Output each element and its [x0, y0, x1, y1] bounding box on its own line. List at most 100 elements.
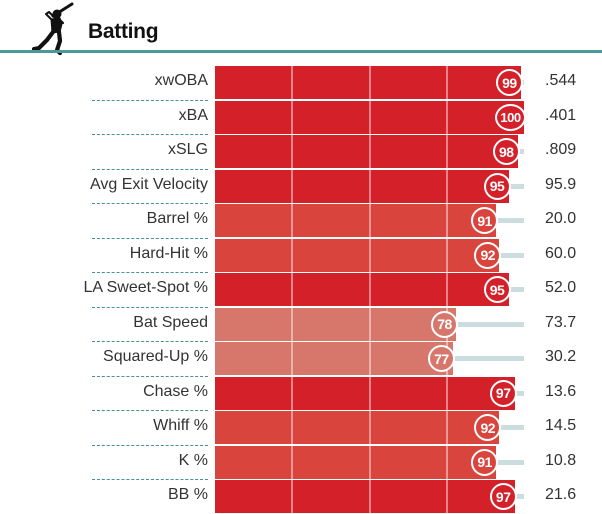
grid-line: [445, 66, 448, 99]
stat-value: .544: [545, 72, 577, 89]
grid-line: [445, 273, 448, 306]
grid-line: [291, 445, 294, 479]
stat-value: 52.0: [545, 279, 577, 296]
grid-line: [445, 480, 448, 513]
metric-label: Barrel %: [146, 210, 208, 227]
percentile-badge: 78: [431, 310, 459, 338]
metric-row: Hard-Hit % 92 60.0: [0, 238, 602, 273]
grid-line: [291, 273, 294, 306]
percentile-bar: [215, 169, 509, 203]
percentile-track: 91: [215, 445, 524, 479]
percentile-track: 100: [215, 100, 526, 134]
metric-row: xwOBA 99 .544: [0, 66, 602, 101]
metric-row: xSLG 98 .809: [0, 135, 602, 170]
grid-line: [368, 411, 371, 444]
grid-line: [445, 376, 448, 410]
grid-line: [291, 135, 294, 168]
metric-label: xBA: [178, 106, 208, 124]
row-divider: [92, 203, 208, 204]
metric-row: Barrel % 91 20.0: [0, 204, 602, 239]
row-divider: [92, 168, 208, 170]
row-divider: [92, 341, 208, 342]
stat-value: 14.5: [545, 417, 577, 434]
stat-value: 73.7: [545, 313, 577, 331]
grid-line: [445, 411, 448, 444]
metric-label: Bat Speed: [133, 313, 208, 331]
stat-value: 60.0: [545, 244, 577, 262]
grid-line: [368, 480, 371, 513]
grid-line: [368, 238, 371, 272]
grid-line: [368, 135, 371, 168]
row-divider: [92, 134, 208, 135]
percentile-badge: 91: [471, 448, 499, 476]
grid-line: [368, 307, 371, 341]
grid-line: [291, 238, 294, 272]
percentile-badge: 95: [483, 172, 511, 200]
row-divider: [92, 479, 208, 480]
percentile-bar: [215, 204, 497, 237]
percentile-bar: [215, 273, 509, 306]
percentile-bar: [215, 238, 500, 272]
metric-row: Squared-Up % 77 30.2: [0, 342, 602, 377]
metric-label: Hard-Hit %: [129, 244, 208, 262]
metric-row: Bat Speed 78 73.7: [0, 307, 602, 342]
row-divider: [92, 272, 208, 273]
row-divider: [92, 99, 208, 101]
percentile-track: 98: [215, 135, 524, 168]
grid-line: [291, 100, 294, 134]
grid-line: [291, 376, 294, 410]
metric-row: LA Sweet-Spot % 95 52.0: [0, 273, 602, 308]
section-title: Batting: [88, 20, 159, 43]
percentile-bar: [215, 100, 524, 134]
percentile-bar: [215, 307, 457, 341]
percentile-badge: 92: [474, 241, 502, 269]
grid-line: [445, 445, 448, 479]
grid-line: [291, 204, 294, 237]
row-divider: [92, 306, 208, 308]
percentile-track: 78: [215, 307, 524, 341]
metric-label: Chase %: [143, 382, 208, 400]
percentile-badge: 91: [471, 207, 499, 234]
metric-label: xSLG: [167, 141, 208, 158]
grid-line: [368, 376, 371, 410]
percentile-badge: 97: [489, 483, 517, 510]
percentile-bar: [215, 66, 521, 99]
row-divider: [92, 410, 208, 411]
stat-value: 95.9: [545, 175, 577, 193]
percentile-badge: 95: [483, 276, 511, 303]
metric-label: Squared-Up %: [103, 348, 208, 365]
metric-label: xwOBA: [154, 72, 208, 89]
metric-row: Whiff % 92 14.5: [0, 411, 602, 446]
percentile-badge: 92: [474, 414, 502, 441]
percentile-track: 92: [215, 411, 524, 444]
grid-line: [368, 445, 371, 479]
percentile-badge: 99: [495, 69, 523, 96]
stat-value: 20.0: [545, 210, 577, 227]
grid-line: [445, 169, 448, 203]
percentile-bar: [215, 376, 515, 410]
row-divider: [92, 444, 208, 446]
metric-row: K % 91 10.8: [0, 445, 602, 480]
grid-line: [445, 238, 448, 272]
grid-line: [368, 204, 371, 237]
grid-line: [368, 273, 371, 306]
grid-line: [368, 169, 371, 203]
percentile-badge: 100: [495, 103, 526, 131]
grid-line: [368, 342, 371, 375]
percentile-bar: [215, 342, 453, 375]
grid-line: [291, 411, 294, 444]
percentile-track: 95: [215, 273, 524, 306]
percentile-badge: 77: [427, 345, 455, 372]
metric-label: BB %: [167, 486, 208, 503]
metric-label: LA Sweet-Spot %: [83, 279, 208, 296]
stat-value: 30.2: [545, 348, 577, 365]
grid-line: [291, 307, 294, 341]
percentile-track: 97: [215, 480, 524, 513]
grid-line: [368, 66, 371, 99]
row-divider: [92, 375, 208, 377]
metric-label: Avg Exit Velocity: [90, 175, 208, 193]
header-rule: [0, 50, 602, 53]
percentile-track: 92: [215, 238, 524, 272]
stat-value: 21.6: [545, 486, 577, 503]
grid-line: [291, 480, 294, 513]
